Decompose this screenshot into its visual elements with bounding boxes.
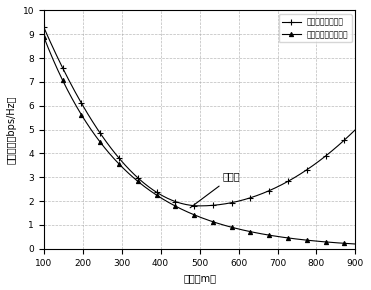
- 两个基站非协作传输: [42, 35, 46, 38]
- 两个基站协作传输: [60, 66, 65, 69]
- 两个基站协作传输: [42, 26, 46, 29]
- Line: 两个基站协作传输: 两个基站协作传输: [41, 24, 358, 209]
- 两个基站协作传输: [353, 128, 358, 131]
- 两个基站协作传输: [328, 151, 332, 154]
- 两个基站协作传输: [125, 165, 129, 168]
- X-axis label: 距离（m）: 距离（m）: [183, 273, 216, 283]
- 两个基站非协作传输: [54, 65, 59, 68]
- 两个基站非协作传输: [125, 170, 129, 173]
- 两个基站协作传输: [339, 141, 344, 144]
- 两个基站非协作传输: [326, 240, 331, 244]
- 两个基站协作传输: [54, 53, 59, 57]
- 两个基站协作传输: [198, 204, 203, 208]
- 两个基站非协作传输: [353, 242, 358, 246]
- 两个基站非协作传输: [338, 241, 342, 245]
- Line: 两个基站非协作传输: 两个基站非协作传输: [42, 35, 358, 246]
- 两个基站非协作传输: [60, 78, 65, 82]
- 两个基站协作传输: [99, 134, 104, 137]
- Text: 切换点: 切换点: [190, 172, 240, 208]
- Legend: 两个基站协作传输, 两个基站非协作传输: 两个基站协作传输, 两个基站非协作传输: [279, 14, 352, 42]
- Y-axis label: 频谱容量（bps/Hz）: 频谱容量（bps/Hz）: [7, 95, 17, 164]
- 两个基站非协作传输: [99, 142, 104, 146]
